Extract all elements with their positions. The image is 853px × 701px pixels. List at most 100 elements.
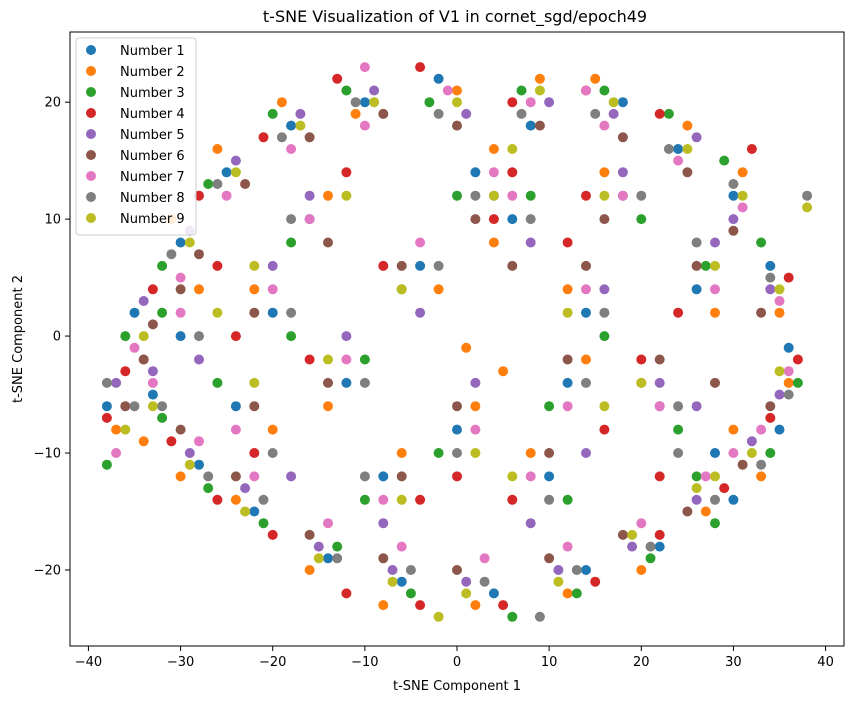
point-number-1: [581, 565, 591, 575]
point-number-6: [378, 108, 389, 119]
point-number-3: [405, 588, 416, 599]
point-number-9: [230, 167, 241, 178]
legend-label: Number 1: [120, 44, 185, 59]
point-number-5: [599, 284, 610, 295]
point-number-8: [203, 471, 214, 482]
point-number-6: [304, 529, 315, 540]
point-number-4: [783, 272, 794, 283]
x-tick-label: −40: [75, 655, 102, 670]
point-number-7: [129, 342, 140, 353]
point-number-2: [194, 284, 204, 295]
point-number-4: [258, 132, 269, 143]
point-number-4: [230, 331, 241, 342]
point-number-2: [452, 85, 462, 96]
point-number-3: [359, 494, 370, 505]
point-number-9: [249, 260, 260, 271]
point-number-1: [433, 73, 444, 84]
point-number-8: [673, 448, 684, 458]
point-number-5: [728, 214, 739, 225]
point-number-1: [654, 541, 665, 552]
point-number-7: [415, 237, 426, 248]
point-number-9: [120, 424, 131, 435]
point-number-4: [120, 366, 131, 377]
point-number-9: [774, 284, 785, 295]
point-number-8: [802, 190, 813, 201]
point-number-2: [212, 144, 223, 154]
point-number-7: [700, 471, 711, 482]
point-number-1: [101, 401, 112, 412]
point-number-4: [765, 412, 776, 423]
point-number-7: [525, 471, 536, 482]
point-number-4: [249, 448, 260, 458]
point-number-7: [479, 553, 490, 564]
point-number-3: [267, 108, 278, 119]
point-number-4: [147, 284, 158, 295]
point-number-5: [710, 237, 720, 248]
point-number-6: [396, 260, 407, 271]
point-number-5: [184, 448, 195, 458]
point-number-4: [212, 260, 223, 271]
point-number-4: [590, 576, 601, 587]
point-number-5: [691, 494, 702, 505]
point-number-8: [433, 108, 444, 119]
point-number-7: [341, 354, 352, 365]
point-number-9: [323, 354, 333, 365]
point-number-5: [230, 155, 241, 166]
point-number-5: [553, 565, 564, 575]
point-number-8: [636, 190, 647, 201]
point-number-9: [341, 190, 352, 201]
point-number-9: [599, 401, 610, 412]
point-number-6: [323, 237, 333, 248]
point-number-3: [700, 260, 711, 271]
y-tick-label: −10: [34, 447, 61, 462]
point-number-6: [194, 249, 204, 260]
legend-box: [75, 37, 197, 236]
point-number-4: [654, 108, 665, 119]
point-number-2: [138, 436, 149, 447]
point-number-9: [710, 471, 720, 482]
point-number-4: [599, 424, 610, 435]
point-number-2: [636, 565, 647, 575]
point-number-2: [783, 377, 794, 388]
point-number-9: [396, 284, 407, 295]
point-number-7: [323, 518, 333, 529]
point-number-3: [636, 214, 647, 225]
point-number-2: [525, 448, 536, 458]
point-number-9: [452, 97, 462, 108]
point-number-5: [313, 541, 324, 552]
point-number-4: [562, 237, 573, 248]
point-number-2: [682, 120, 693, 131]
point-number-3: [203, 179, 214, 189]
point-number-8: [673, 401, 684, 412]
point-number-5: [525, 518, 536, 529]
point-number-6: [534, 120, 545, 131]
legend-label: Number 4: [120, 107, 185, 122]
point-number-4: [792, 354, 803, 365]
point-number-9: [240, 506, 251, 517]
point-number-9: [313, 553, 324, 564]
point-number-9: [737, 190, 748, 201]
point-number-1: [728, 190, 739, 201]
point-number-2: [710, 307, 720, 318]
x-tick-label: −30: [167, 655, 194, 670]
point-number-3: [765, 448, 776, 458]
point-number-3: [645, 553, 656, 564]
point-number-3: [663, 108, 674, 119]
point-number-6: [470, 214, 481, 225]
point-number-7: [737, 202, 748, 213]
point-number-2: [700, 506, 711, 517]
x-tick-label: 10: [541, 655, 558, 670]
x-tick-label: 30: [725, 655, 742, 670]
x-axis-ticks: −40 −30 −20 −10 0 10 20 30 40: [75, 646, 834, 670]
point-number-2: [756, 471, 767, 482]
point-number-2: [323, 401, 333, 412]
point-number-7: [599, 120, 610, 131]
point-number-8: [258, 494, 269, 505]
point-number-7: [673, 155, 684, 166]
point-number-7: [562, 541, 573, 552]
point-number-8: [756, 459, 767, 470]
point-number-7: [442, 85, 453, 96]
point-number-6: [544, 448, 555, 458]
legend-label: Number 2: [120, 65, 185, 80]
point-number-2: [461, 342, 472, 353]
